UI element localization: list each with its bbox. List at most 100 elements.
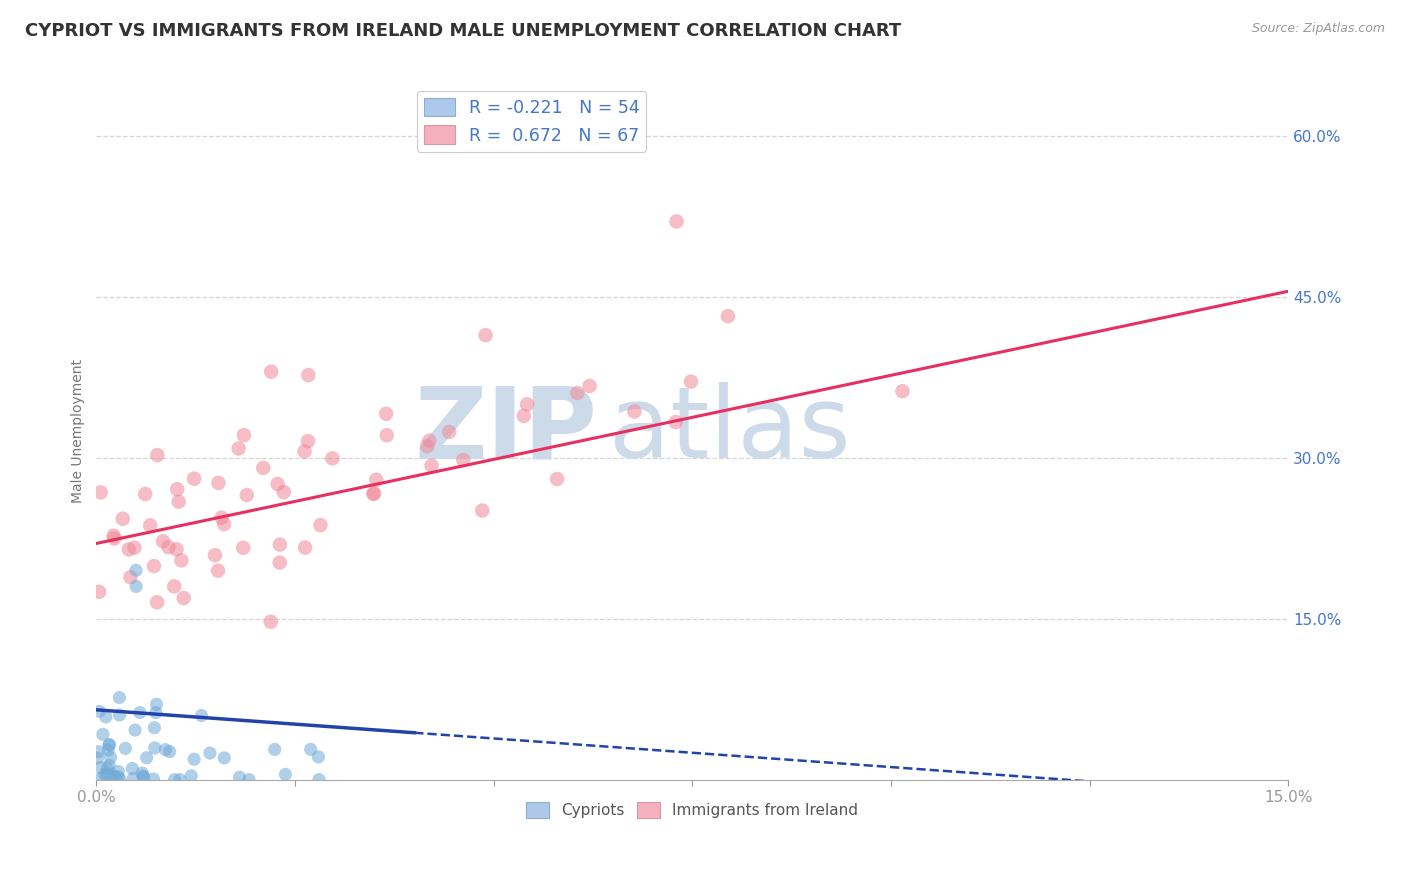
Point (269, 556, 291, 570)
Point (212, 517, 235, 532)
Point (139, 518, 162, 533)
Point (623, 404, 645, 418)
Point (89, 772, 111, 786)
Point (212, 751, 235, 765)
Point (294, 444, 316, 458)
Point (98, 758, 121, 772)
Point (228, 442, 250, 456)
Point (163, 772, 186, 787)
Point (87, 584, 110, 599)
Point (361, 487, 384, 501)
Point (375, 428, 398, 442)
Point (100, 767, 122, 781)
Text: atlas: atlas (609, 383, 851, 479)
Point (97, 743, 120, 757)
Point (125, 579, 148, 593)
Point (108, 708, 131, 723)
Point (100, 750, 122, 764)
Point (717, 309, 740, 323)
Point (546, 472, 568, 486)
Point (143, 559, 166, 574)
Point (163, 579, 186, 593)
Point (87, 745, 110, 759)
Point (90, 760, 112, 774)
Point (183, 472, 205, 486)
Point (363, 486, 385, 500)
Text: Source: ZipAtlas.com: Source: ZipAtlas.com (1251, 22, 1385, 36)
Point (451, 453, 474, 467)
Point (294, 541, 316, 555)
Legend: Cypriots, Immigrants from Ireland: Cypriots, Immigrants from Ireland (520, 796, 865, 824)
Point (108, 690, 131, 705)
Point (173, 591, 195, 605)
Point (567, 386, 589, 401)
Point (146, 595, 169, 609)
Point (437, 425, 460, 439)
Point (159, 745, 181, 759)
Point (297, 434, 319, 449)
Point (93, 767, 115, 781)
Point (260, 615, 283, 629)
Point (420, 458, 443, 473)
Point (180, 769, 202, 783)
Point (103, 529, 125, 543)
Point (107, 770, 129, 784)
Point (98, 738, 121, 752)
Text: CYPRIOT VS IMMIGRANTS FROM IRELAND MALE UNEMPLOYMENT CORRELATION CHART: CYPRIOT VS IMMIGRANTS FROM IRELAND MALE … (25, 22, 901, 40)
Point (299, 742, 322, 756)
Point (307, 750, 329, 764)
Point (121, 762, 143, 776)
Point (131, 766, 153, 780)
Point (273, 485, 295, 500)
Point (135, 750, 157, 764)
Point (665, 415, 688, 429)
Point (235, 488, 257, 502)
Point (132, 769, 155, 783)
Point (166, 542, 188, 557)
Point (91, 727, 114, 741)
Point (107, 764, 129, 779)
Point (309, 518, 332, 533)
Point (263, 742, 285, 756)
Text: ZIP: ZIP (415, 383, 598, 479)
Point (665, 214, 688, 228)
Point (474, 328, 496, 343)
Point (308, 772, 330, 787)
Point (124, 723, 146, 737)
Point (228, 770, 250, 784)
Point (114, 741, 136, 756)
Point (375, 407, 398, 421)
Point (416, 439, 439, 453)
Point (260, 365, 283, 379)
Point (513, 409, 536, 423)
Point (124, 541, 146, 555)
Point (204, 548, 226, 562)
Point (98, 738, 121, 752)
Point (198, 746, 221, 760)
Point (211, 510, 233, 524)
Point (103, 532, 125, 546)
Point (145, 706, 167, 720)
Point (143, 721, 166, 735)
Point (143, 741, 166, 756)
Point (166, 482, 188, 496)
Point (108, 772, 131, 787)
Point (190, 708, 212, 723)
Point (122, 772, 145, 786)
Point (238, 772, 260, 787)
Point (170, 553, 193, 567)
Point (96, 767, 118, 781)
Point (146, 448, 169, 462)
Point (207, 475, 229, 490)
Point (152, 534, 174, 549)
Point (207, 564, 229, 578)
Point (891, 384, 914, 399)
Point (169, 772, 191, 787)
Point (232, 541, 254, 555)
Point (94, 710, 117, 724)
Point (86, 751, 108, 765)
Point (125, 563, 148, 577)
Point (90, 485, 112, 500)
Point (96, 761, 118, 775)
Point (157, 540, 180, 554)
